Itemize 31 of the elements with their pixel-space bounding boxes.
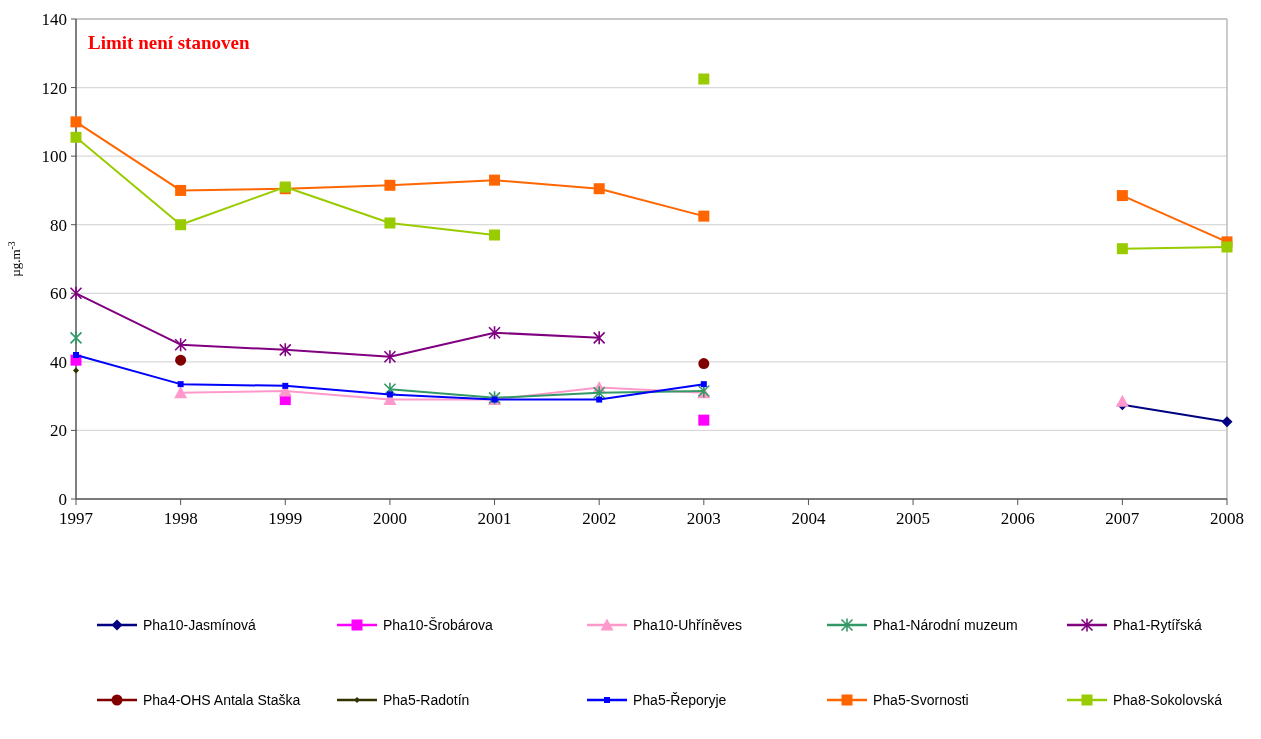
x-tick-label: 1997 bbox=[59, 509, 94, 528]
x-tick-label: 2004 bbox=[791, 509, 826, 528]
y-tick-label: 80 bbox=[50, 215, 67, 235]
x-tick-label: 2007 bbox=[1105, 509, 1140, 528]
legend-label: Pha5-Radotín bbox=[383, 691, 470, 708]
legend-label: Pha5-Řeporyje bbox=[633, 691, 727, 708]
x-tick-label: 2003 bbox=[686, 509, 721, 528]
x-tick-label: 2001 bbox=[477, 509, 512, 528]
legend-label: Pha10-Šrobárova bbox=[383, 616, 493, 633]
x-tick-label: 1998 bbox=[163, 509, 198, 528]
y-tick-label: 20 bbox=[50, 421, 67, 441]
x-tick-label: 2006 bbox=[1000, 509, 1035, 528]
x-tick-label: 1999 bbox=[268, 509, 303, 528]
y-tick-label: 0 bbox=[58, 489, 67, 509]
y-tick-label: 120 bbox=[41, 78, 67, 98]
annotation: Limit není stanoven bbox=[88, 32, 250, 53]
legend-label: Pha10-Jasmínová bbox=[143, 616, 257, 633]
y-tick-label: 100 bbox=[41, 147, 67, 167]
legend-label: Pha8-Sokolovská bbox=[1113, 691, 1223, 708]
y-tick-label: 40 bbox=[50, 352, 67, 372]
legend-label: Pha1-Rytířská bbox=[1113, 616, 1202, 633]
legend-label: Pha10-Uhříněves bbox=[633, 616, 742, 633]
x-tick-label: 2000 bbox=[372, 509, 407, 528]
y-tick-label: 140 bbox=[41, 9, 67, 29]
x-tick-label: 2008 bbox=[1210, 509, 1244, 528]
legend-label: Pha5-Svornosti bbox=[873, 691, 969, 708]
x-tick-label: 2005 bbox=[896, 509, 931, 528]
legend-label: Pha4-OHS Antala Staška bbox=[143, 691, 301, 708]
legend-label: Pha1-Národní muzeum bbox=[873, 616, 1018, 633]
x-tick-label: 2002 bbox=[582, 509, 617, 528]
y-tick-label: 60 bbox=[50, 284, 67, 304]
